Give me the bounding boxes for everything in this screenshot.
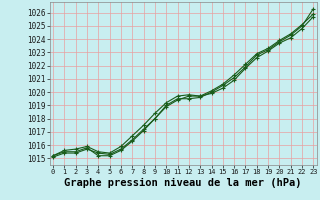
- X-axis label: Graphe pression niveau de la mer (hPa): Graphe pression niveau de la mer (hPa): [64, 178, 302, 188]
